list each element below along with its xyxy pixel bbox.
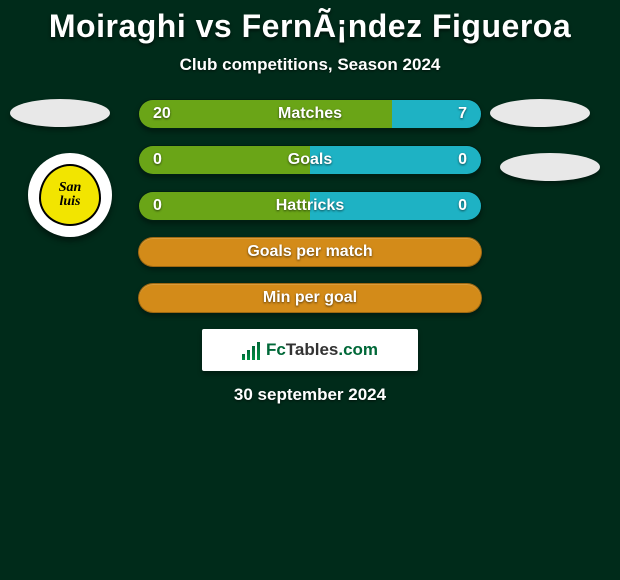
stat-right-value: 0: [458, 151, 467, 169]
stat-left-value: 20: [153, 105, 171, 123]
stat-right-seg: 7: [392, 100, 481, 128]
team-badge-left: San luis: [28, 153, 112, 237]
stat-bar: 00Goals: [138, 145, 482, 175]
stat-right-value: 7: [458, 105, 467, 123]
page-title: Moiraghi vs FernÃ¡ndez Figueroa: [0, 8, 620, 45]
stat-bar: 00Hattricks: [138, 191, 482, 221]
stat-right-value: 0: [458, 197, 467, 215]
placeholder-oval: [490, 99, 590, 127]
comparison-widget: Moiraghi vs FernÃ¡ndez Figueroa Club com…: [0, 0, 620, 405]
sanluis-logo-icon: San luis: [39, 164, 101, 226]
brand-text: FcTables.com: [266, 340, 378, 360]
stat-bar: 207Matches: [138, 99, 482, 129]
stat-right-seg: 0: [310, 146, 481, 174]
brand-badge[interactable]: FcTables.com: [202, 329, 418, 371]
date-label: 30 september 2024: [0, 385, 620, 405]
stat-left-value: 0: [153, 151, 162, 169]
content-area: San luis 207Matches00Goals00HattricksGoa…: [0, 99, 620, 405]
badge-line1: San: [59, 181, 82, 195]
stat-left-seg: 0: [139, 146, 310, 174]
chart-icon: [242, 340, 260, 360]
stat-bars: 207Matches00Goals00HattricksGoals per ma…: [138, 99, 482, 313]
stat-label: Min per goal: [139, 289, 481, 307]
stat-bar: Goals per match: [138, 237, 482, 267]
placeholder-oval: [500, 153, 600, 181]
stat-left-value: 0: [153, 197, 162, 215]
badge-line2: luis: [59, 195, 80, 209]
placeholder-oval: [10, 99, 110, 127]
stat-left-seg: 20: [139, 100, 392, 128]
stat-bar: Min per goal: [138, 283, 482, 313]
stat-label: Goals per match: [139, 243, 481, 261]
stat-right-seg: 0: [310, 192, 481, 220]
stat-left-seg: 0: [139, 192, 310, 220]
subtitle: Club competitions, Season 2024: [0, 55, 620, 75]
